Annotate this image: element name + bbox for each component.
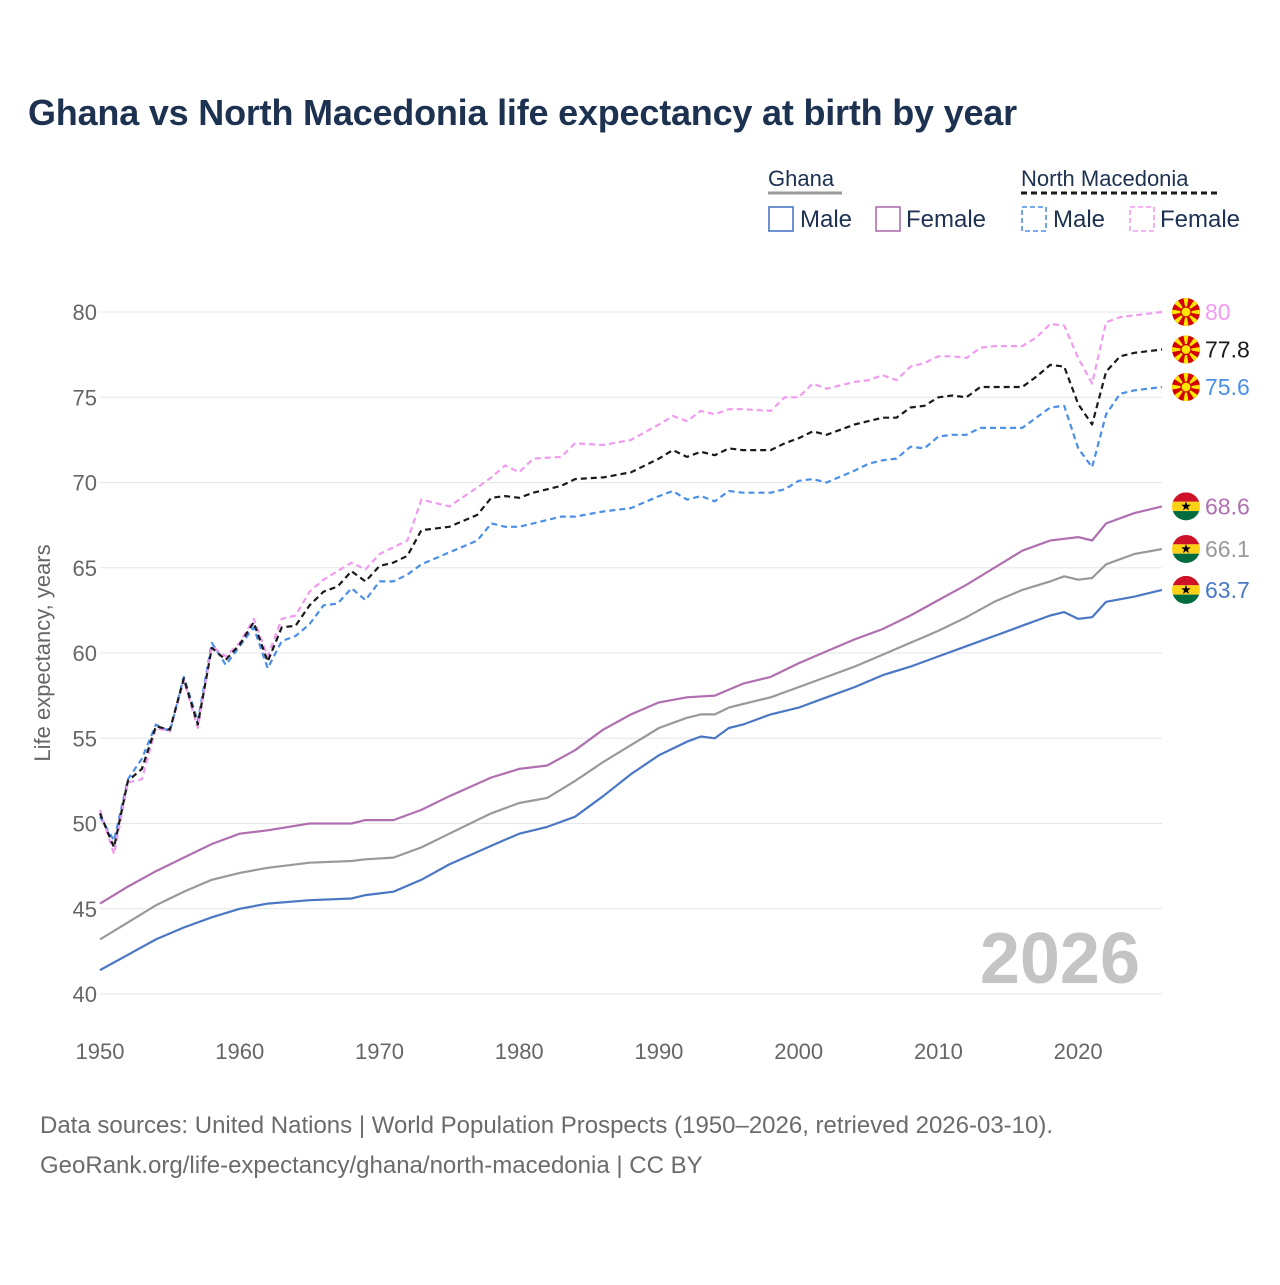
legend-label-mk-male[interactable]: Male [1053,206,1105,233]
ghana-flag-icon [1172,534,1200,563]
x-tick-label: 2000 [774,1039,823,1064]
ghana-flag-icon [1172,492,1200,521]
y-axis-label: Life expectancy, years [30,544,55,761]
x-tick-label: 1970 [355,1039,404,1064]
y-tick-label: 65 [73,556,97,581]
north-macedonia-flag-icon [1172,373,1200,402]
y-tick-label: 60 [73,641,97,666]
x-tick-label: 1980 [495,1039,544,1064]
y-tick-label: 75 [73,385,97,410]
end-label-mk_total: 77.8 [1205,337,1250,363]
y-tick-label: 45 [73,897,97,922]
north-macedonia-flag-icon [1172,298,1200,326]
y-tick-label: 50 [73,812,97,837]
watermark-year: 2026 [980,919,1140,999]
y-tick-label: 80 [73,300,97,325]
sources-line-2[interactable]: GeoRank.org/life-expectancy/ghana/north-… [40,1152,703,1179]
x-tick-label: 1960 [215,1039,264,1064]
y-tick-label: 40 [73,982,97,1007]
series-line-ghana_total[interactable] [99,547,1163,941]
data-sources: Data sources: United Nations | World Pop… [40,1106,1053,1186]
legend-swatch-ghana-male[interactable] [768,206,794,232]
ghana-flag-icon [1172,575,1200,604]
legend-swatch-mk-male[interactable] [1021,206,1047,232]
end-label-ghana_male: 63.7 [1205,577,1250,603]
x-tick-label: 2020 [1054,1039,1103,1064]
x-tick-label: 2010 [914,1039,963,1064]
legend-group-ghana: Ghana [768,166,835,191]
y-tick-label: 55 [73,726,97,751]
legend-label-ghana-female[interactable]: Female [906,206,986,233]
series-line-ghana_male[interactable] [99,588,1163,972]
legend-label-ghana-male[interactable]: Male [800,206,852,233]
series-line-mk_female[interactable] [98,310,1163,856]
series-line-mk_total[interactable] [98,348,1163,849]
series-line-ghana_female[interactable] [99,505,1163,905]
legend-swatch-mk-female[interactable] [1129,206,1155,232]
series-line-mk_male[interactable] [99,385,1163,842]
north-macedonia-flag-icon [1172,335,1200,364]
legend-swatch-ghana-female[interactable] [875,206,901,232]
end-label-mk_female: 80 [1205,299,1231,325]
chart-title: Ghana vs North Macedonia life expectancy… [28,92,1017,133]
legend-label-mk-female[interactable]: Female [1160,206,1240,233]
y-tick-label: 70 [73,471,97,496]
sources-line-1: Data sources: United Nations | World Pop… [40,1112,1054,1139]
legend-group-north-macedonia: North Macedonia [1021,166,1189,191]
x-tick-label: 1950 [76,1039,125,1064]
x-tick-label: 1990 [634,1039,683,1064]
end-label-mk_male: 75.6 [1205,374,1250,400]
end-label-ghana_female: 68.6 [1205,493,1250,519]
end-label-ghana_total: 66.1 [1205,536,1250,562]
